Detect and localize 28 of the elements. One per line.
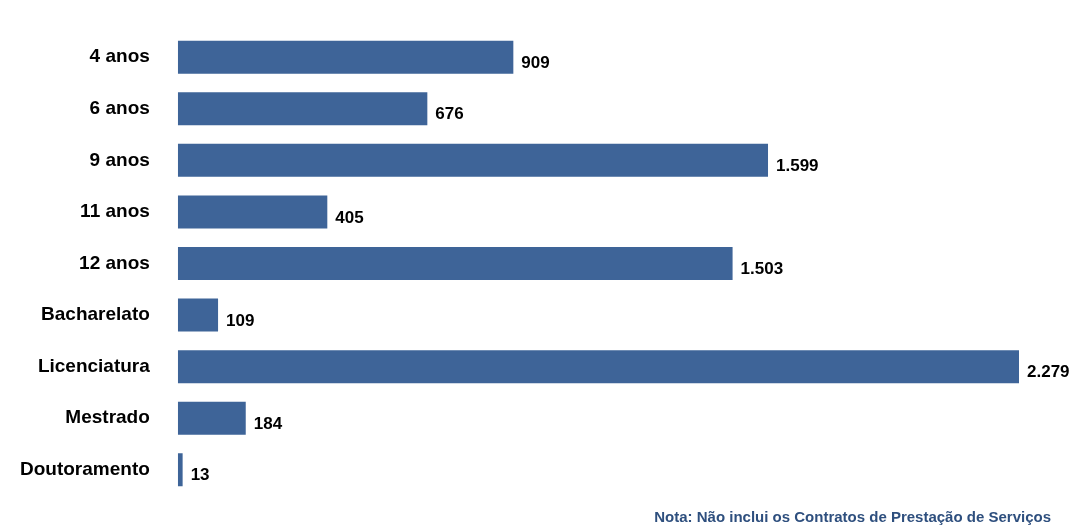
y-tick-label: 12 anos [79,251,150,273]
data-label: 2.279 [1027,362,1070,382]
data-label: 109 [226,310,255,330]
y-tick-label: 6 anos [89,97,150,118]
bar [177,350,1019,384]
bar [177,40,514,74]
data-label: 405 [335,207,364,227]
data-label: 909 [521,52,550,72]
data-label: 1.503 [740,259,784,279]
y-tick-label: 11 anos [80,200,150,222]
data-label: 13 [190,465,210,485]
y-tick-label: Bacharelato [41,303,150,325]
y-tick-label: Doutoramento [20,458,150,480]
bar [177,401,246,435]
data-label: 676 [435,104,464,124]
y-tick-label: Mestrado [65,406,150,428]
bar [177,298,219,332]
data-label: 1.599 [776,156,819,176]
data-label: 184 [253,413,283,433]
bar [177,195,328,229]
y-tick-label: Licenciatura [37,354,151,376]
bar [177,143,769,177]
y-tick-label: 9 anos [89,148,150,170]
text: Nota: Não inclui os Contratos de Prestação de Serviços [654,507,1051,525]
bar [177,453,183,487]
y-tick-label: 4 anos [89,45,150,67]
bar [177,247,733,281]
bar [177,92,428,126]
